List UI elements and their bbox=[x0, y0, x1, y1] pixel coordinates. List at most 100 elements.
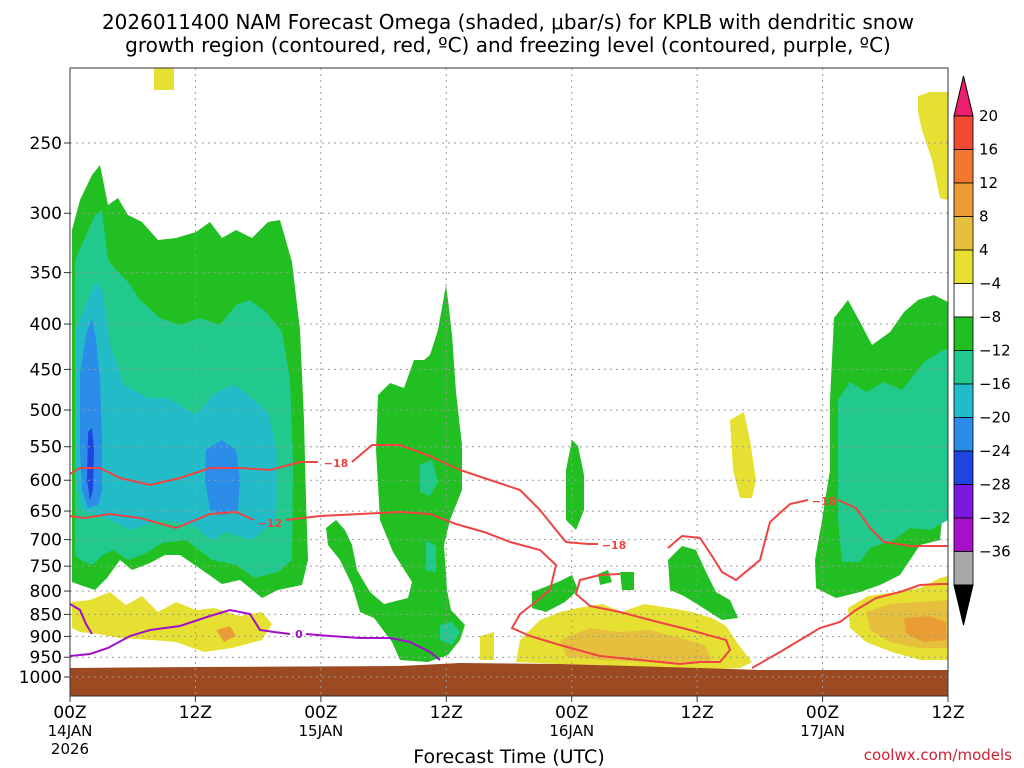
colorbar-label: 4 bbox=[979, 241, 989, 259]
x-tick-label: 12Z bbox=[430, 703, 463, 723]
x-tick-year: 2026 bbox=[51, 740, 89, 758]
colorbar-swatch bbox=[953, 316, 974, 351]
y-axis: 2503003504004505005506006507007508008509… bbox=[19, 134, 70, 688]
x-tick-date: 16JAN bbox=[549, 722, 594, 740]
y-tick-label: 450 bbox=[30, 360, 62, 380]
dgz-contour-lowright bbox=[751, 583, 948, 669]
colorbar-label: 20 bbox=[979, 107, 998, 125]
dgz-contour-minus18-mid bbox=[351, 444, 598, 545]
y-tick-label: 700 bbox=[30, 531, 62, 551]
freezing-level-contour bbox=[69, 603, 441, 661]
dgz-contour-minus18-left bbox=[69, 461, 318, 487]
colorbar-swatch bbox=[953, 182, 974, 217]
y-tick-label: 350 bbox=[30, 264, 62, 284]
omega-region-mid-green bbox=[326, 285, 465, 662]
colorbar-top-arrow bbox=[953, 75, 974, 117]
omega-region-16jan-green2 bbox=[532, 575, 578, 612]
colorbar: 20 16 12 8 4 −4 −8 −12 −16 −20 −24 −28 −32 −36 bbox=[953, 75, 1011, 626]
omega-region-mid-teal3 bbox=[440, 622, 460, 645]
colorbar-swatch bbox=[953, 115, 974, 150]
colorbar-swatch bbox=[953, 450, 974, 485]
colorbar-label: −20 bbox=[979, 409, 1011, 427]
x-axis-label: Forecast Time (UTC) bbox=[413, 746, 604, 768]
colorbar-label: 16 bbox=[979, 141, 998, 159]
grid-lines bbox=[70, 68, 948, 696]
y-tick-label: 300 bbox=[30, 204, 62, 224]
omega-region-lowleft-yellow bbox=[72, 592, 272, 652]
contour-label-dgz-right: −18 bbox=[812, 495, 837, 508]
colorbar-swatch bbox=[953, 417, 974, 452]
chart-title-line2: growth region (contoured, red, ºC) and f… bbox=[125, 33, 891, 57]
omega-region-16jan-green bbox=[566, 440, 584, 530]
colorbar-label: 12 bbox=[979, 174, 998, 192]
colorbar-swatch bbox=[953, 350, 974, 385]
x-tick-label: 12Z bbox=[931, 703, 964, 723]
colorbar-swatch bbox=[953, 249, 974, 284]
y-tick-label: 750 bbox=[30, 557, 62, 577]
y-tick-label: 950 bbox=[30, 648, 62, 668]
colorbar-swatch bbox=[953, 551, 974, 586]
colorbar-label: 8 bbox=[979, 208, 989, 226]
y-tick-label: 500 bbox=[30, 401, 62, 421]
x-tick-label: 00Z bbox=[806, 703, 839, 723]
y-tick-label: 650 bbox=[30, 502, 62, 522]
y-tick-label: 900 bbox=[30, 627, 62, 647]
x-tick-label: 12Z bbox=[681, 703, 714, 723]
omega-region-darkblue bbox=[87, 428, 94, 500]
colorbar-label: −28 bbox=[979, 476, 1011, 494]
x-tick-label: 12Z bbox=[179, 703, 212, 723]
omega-region-blue bbox=[80, 318, 102, 508]
contour-label-dgz-upper: −18 bbox=[324, 457, 349, 470]
y-tick-label: 600 bbox=[30, 471, 62, 491]
omega-region-top-yellow bbox=[154, 68, 174, 90]
x-tick-date: 14JAN bbox=[48, 722, 93, 740]
colorbar-label: −24 bbox=[979, 442, 1011, 460]
omega-region-right-teal bbox=[838, 348, 948, 562]
credit-text: coolwx.com/models bbox=[864, 746, 1012, 764]
y-tick-label: 400 bbox=[30, 315, 62, 335]
colorbar-swatch bbox=[953, 484, 974, 519]
colorbar-label: −16 bbox=[979, 375, 1011, 393]
y-tick-label: 550 bbox=[30, 438, 62, 458]
colorbar-bottom-arrow bbox=[953, 584, 974, 626]
colorbar-label: −12 bbox=[979, 342, 1011, 360]
contour-label-dgz-mid2: −18 bbox=[602, 539, 627, 552]
x-tick-label: 00Z bbox=[555, 703, 588, 723]
plot-frame bbox=[69, 67, 949, 697]
omega-region-lowleft-yellow2 bbox=[480, 632, 494, 660]
omega-region-16jan-green3 bbox=[598, 570, 612, 585]
x-tick-date: 15JAN bbox=[298, 722, 343, 740]
x-tick-label: 00Z bbox=[304, 703, 337, 723]
dgz-contour-minus12 bbox=[69, 510, 255, 530]
y-tick-label: 250 bbox=[30, 134, 62, 154]
dgz-contour-right bbox=[837, 499, 948, 547]
omega-region-12z16-yellow bbox=[730, 412, 756, 498]
omega-region-lowleft-orange bbox=[216, 626, 236, 642]
chart-title-line1: 2026011400 NAM Forecast Omega (shaded, μ… bbox=[102, 10, 914, 34]
omega-region-mid-teal2 bbox=[426, 540, 436, 572]
x-tick-label: 00Z bbox=[53, 703, 86, 723]
omega-region-lowright-deep bbox=[904, 616, 946, 642]
omega-region-rtop-yellow bbox=[918, 92, 948, 200]
omega-region-mid-teal bbox=[420, 460, 438, 496]
dgz-contour-12z16-loop bbox=[667, 499, 809, 582]
omega-region-12z16-green bbox=[668, 546, 738, 620]
omega-region-blue-right bbox=[205, 440, 240, 515]
colorbar-swatch bbox=[953, 517, 974, 552]
colorbar-swatch bbox=[953, 216, 974, 251]
contour-label-freezing: 0 bbox=[295, 628, 303, 641]
y-tick-label: 1000 bbox=[19, 668, 62, 688]
colorbar-label: −8 bbox=[979, 308, 1001, 326]
contours: −18 −12 −18 −18 0 bbox=[69, 444, 948, 669]
colorbar-label: −32 bbox=[979, 509, 1011, 527]
colorbar-swatch bbox=[953, 149, 974, 184]
ground-below-surface bbox=[70, 663, 948, 696]
y-tick-label: 850 bbox=[30, 605, 62, 625]
colorbar-label: −36 bbox=[979, 543, 1011, 561]
x-tick-date: 17JAN bbox=[800, 722, 845, 740]
contour-label-dgz-lower: −12 bbox=[258, 517, 283, 530]
colorbar-swatch bbox=[953, 383, 974, 418]
colorbar-label: −4 bbox=[979, 275, 1001, 293]
